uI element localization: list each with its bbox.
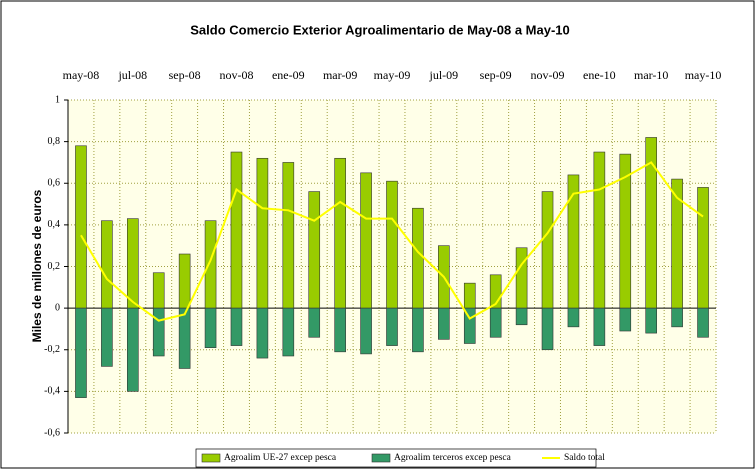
bar [308,307,321,338]
bar [489,307,502,338]
y-tick-label: 0,2 [48,261,61,272]
bar [204,307,217,348]
bar [204,220,217,309]
legend-swatch [201,453,221,463]
bar [282,307,295,357]
bar [360,172,372,309]
x-tick-label: sep-09 [480,68,512,82]
bar [515,307,528,326]
bar [463,307,476,344]
bar [645,307,658,334]
legend-label: Agroalim UE-27 excep pesca [224,453,337,463]
chart-title: Saldo Comercio Exterior Agroalimentario … [190,22,570,37]
legend-box [195,448,597,468]
bar [386,307,398,346]
bar [334,307,346,353]
x-tick-label: nov-09 [531,68,565,82]
bar [230,151,243,309]
bar [282,162,295,309]
bar [697,307,709,338]
bar [101,220,113,309]
legend-swatch [371,453,391,463]
y-tick-label: 0,6 [48,178,61,189]
y-tick-label: 0,8 [48,136,61,147]
bar [593,151,606,309]
bar [178,307,191,369]
y-tick-label: -0,6 [44,427,60,438]
y-tick-label: 0,4 [48,219,61,230]
bar [334,157,346,309]
bar [412,207,424,309]
bar [438,307,450,340]
x-tick-label: ene-09 [272,68,305,82]
x-tick-label: ene-10 [583,68,616,82]
legend-label: Saldo total [564,453,605,463]
bar [178,253,191,309]
bar [230,307,243,346]
bar [541,307,554,351]
x-tick-label: jul-08 [117,68,147,82]
bar [619,307,632,332]
bar [75,145,87,309]
bar [360,307,372,355]
bar [75,307,87,398]
x-tick-label: may-08 [63,68,100,82]
bar [256,307,269,359]
bar [515,247,528,309]
bar [127,307,139,392]
x-tick-label: mar-10 [634,68,668,82]
bar [256,157,269,309]
y-axis-label: Miles de millones de euros [30,189,44,342]
bar [101,307,113,367]
x-tick-label: may-10 [685,68,722,82]
bar [412,307,424,353]
bar [127,218,139,309]
bar [463,282,476,309]
bar [593,307,606,346]
x-tick-label: sep-08 [169,68,201,82]
line [80,161,704,322]
bar [697,187,709,309]
x-tick-label: nov-08 [219,68,253,82]
bar [152,272,165,309]
y-tick-label: -0,4 [44,386,60,397]
y-tick-label: -0,2 [44,344,60,355]
y-tick-label: 1 [55,94,60,105]
bar [308,191,321,309]
bar [541,191,554,309]
legend-label: Agroalim terceros excep pesca [394,453,512,463]
x-tick-label: mar-09 [323,68,357,82]
bar [671,307,683,328]
x-tick-label: jul-09 [429,68,459,82]
bar [567,307,580,328]
bar [386,180,398,309]
y-tick-label: 0 [55,302,60,313]
x-tick-label: may-09 [374,68,411,82]
bar [152,307,165,357]
